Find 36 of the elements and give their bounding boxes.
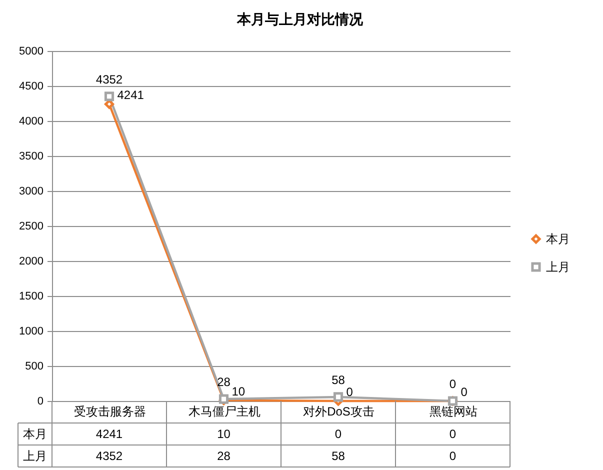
y-tick-label: 1000 [19,326,44,338]
y-tick-label: 2000 [19,256,44,268]
x-tick-label: 黑链网站 [429,404,478,418]
y-tick-label: 4500 [19,80,44,92]
y-tick-label: 0 [37,396,44,408]
annotation: 0 [346,385,354,399]
data-label: 28 [217,449,231,463]
y-tick-label: 5000 [19,46,44,58]
x-tick-label: 木马僵尸主机 [188,404,260,418]
annotation: 4352 [96,72,123,86]
x-tick-label: 受攻击服务器 [74,404,146,418]
chart-title: 本月与上月对比情况 [236,11,364,27]
data-label: 58 [332,449,346,463]
data-label: 10 [217,427,231,441]
annotation: 28 [217,375,231,390]
annotation: 58 [332,372,346,387]
data-label: 0 [334,427,342,441]
text: 上月 [23,449,47,463]
data-label: 0 [449,427,456,441]
annotation: 0 [460,385,468,399]
x-tick-label: 对外DoS攻击 [303,404,374,418]
data-label: 4241 [96,427,123,441]
annotation: 10 [232,384,246,398]
legend-label: 上月 [546,260,570,274]
legend-label: 本月 [546,232,570,246]
annotation: 0 [449,377,456,391]
y-tick-label: 4000 [19,116,44,128]
data-label: 4352 [96,449,123,463]
y-tick-label: 3500 [19,150,44,162]
data-label: 0 [449,449,456,463]
y-tick-label: 2500 [19,220,44,232]
y-tick-label: 3000 [19,186,44,198]
text: 本月 [23,427,47,441]
annotation: 4241 [117,88,144,102]
y-tick-label: 1500 [19,290,44,302]
y-tick-label: 500 [25,360,44,372]
